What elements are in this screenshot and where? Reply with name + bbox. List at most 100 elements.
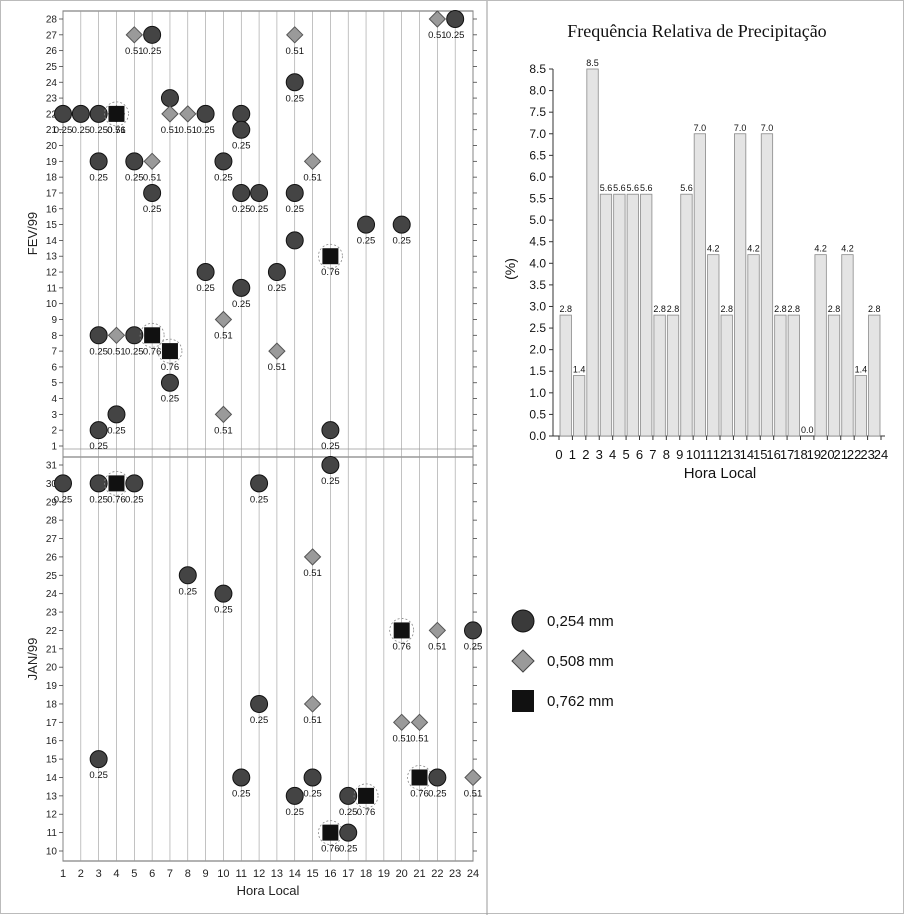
point-label: 0.25 xyxy=(339,807,358,818)
point-label: 0.25 xyxy=(89,494,108,505)
x-tick-label: 0 xyxy=(555,447,562,462)
point-diamond xyxy=(286,26,304,44)
x-tick-label: 7 xyxy=(649,447,656,462)
point-halo xyxy=(139,322,165,348)
point-diamond xyxy=(125,26,144,44)
point-label: 0.51 xyxy=(428,30,447,41)
bar-data-label: 2.8 xyxy=(720,304,733,314)
y-tick-label: 19 xyxy=(46,157,58,168)
point-label: 0.76 xyxy=(357,807,376,818)
x-tick-label: 16 xyxy=(766,447,780,462)
bar xyxy=(841,254,854,437)
x-tick-label: 11 xyxy=(236,868,247,880)
bar-data-label: 2.8 xyxy=(788,304,801,314)
x-tick-label: 12 xyxy=(253,868,265,880)
y-tick-label: 28 xyxy=(46,516,58,527)
point-circle xyxy=(250,694,269,713)
point-label: 0.25 xyxy=(232,204,251,215)
point-circle xyxy=(214,152,233,171)
y-tick-label: 2.0 xyxy=(529,343,546,357)
legend-label: 0,762 mm xyxy=(547,692,614,710)
bar-data-label: 4.2 xyxy=(814,244,827,254)
bar xyxy=(720,314,733,437)
y-tick-label: 4.0 xyxy=(529,256,546,270)
bar-data-label: 5.6 xyxy=(680,183,693,193)
bar-data-label: 2.8 xyxy=(828,304,841,314)
point-label: 0.25 xyxy=(107,425,126,436)
bar-data-label: 2.8 xyxy=(559,304,572,314)
y-tick-label: 3 xyxy=(51,410,57,421)
point-label: 0.25 xyxy=(196,125,215,136)
bar-data-label: 2.8 xyxy=(774,304,787,314)
point-label: 0.25 xyxy=(161,394,180,405)
point-circle xyxy=(446,10,465,28)
bar-data-label: 1.4 xyxy=(573,365,586,375)
point-label: 0.25 xyxy=(89,125,108,136)
point-halo xyxy=(389,618,415,643)
bar xyxy=(573,375,586,437)
point-circle xyxy=(321,456,340,474)
y-tick-label: 8 xyxy=(51,331,57,342)
x-tick-label: 16 xyxy=(324,868,336,880)
y-tick-label: 7.5 xyxy=(529,105,546,119)
circle-icon xyxy=(507,605,539,637)
bar-data-label: 1.4 xyxy=(855,365,868,375)
y-tick-label: 19 xyxy=(46,681,58,692)
point-diamond xyxy=(303,152,322,171)
point-diamond xyxy=(303,548,322,566)
point-circle xyxy=(428,768,447,787)
bar-data-label: 4.2 xyxy=(841,244,854,254)
x-tick-label: 22 xyxy=(847,447,861,462)
scatter-chart: 1 2 3 4 5 6 7 8 9 10 11 12 13 14 15 16 17 18 19 20 21 22 23 24H… xyxy=(25,1,488,915)
point-circle xyxy=(160,373,179,392)
bar xyxy=(666,314,680,437)
point-circle xyxy=(250,183,269,202)
point-circle xyxy=(232,768,251,787)
point-diamond xyxy=(392,713,411,732)
bar-data-label: 2.8 xyxy=(667,304,680,314)
bar xyxy=(814,254,827,437)
y-tick-label: 10 xyxy=(46,847,58,858)
point-diamond xyxy=(214,405,233,424)
point-label: 0.25 xyxy=(446,30,465,41)
point-circle xyxy=(143,183,162,202)
point-halo xyxy=(353,783,379,809)
point-label: 0.25 xyxy=(321,441,340,452)
point-label: 0.76 xyxy=(321,267,340,278)
y-tick-label: 6 xyxy=(51,362,57,373)
point-label: 0.25 xyxy=(250,715,269,726)
x-axis-label: Hora Local xyxy=(237,883,300,898)
y-tick-label: 11 xyxy=(47,283,58,294)
bar-data-label: 5.6 xyxy=(600,183,613,193)
y-tick-label: 16 xyxy=(46,736,58,747)
x-tick-label: 13 xyxy=(271,868,283,880)
x-tick-label: 17 xyxy=(342,868,354,880)
y-tick-label: 11 xyxy=(47,828,58,839)
point-label: 0.25 xyxy=(89,346,108,357)
point-label: 0.51 xyxy=(428,641,447,652)
point-halo xyxy=(157,338,183,364)
point-label: 0.51 xyxy=(410,733,429,744)
point-label: 0.25 xyxy=(232,788,251,799)
point-label: 0.76 xyxy=(410,788,429,799)
point-circle xyxy=(250,474,269,493)
square-icon xyxy=(507,685,539,717)
bar xyxy=(854,375,867,437)
point-label: 0.25 xyxy=(196,283,215,294)
point-label: 0.25 xyxy=(321,476,340,487)
y-tick-label: 8.0 xyxy=(529,84,546,98)
x-tick-label: 3 xyxy=(96,868,102,880)
point-circle xyxy=(267,263,286,282)
y-tick-label: 27 xyxy=(46,534,58,545)
point-square xyxy=(108,105,125,122)
point-label: 0.25 xyxy=(125,172,144,183)
point-diamond xyxy=(143,152,161,171)
x-tick-label: 19 xyxy=(378,868,390,880)
bar-data-label: 5.6 xyxy=(627,183,640,193)
point-label: 0.25 xyxy=(89,770,108,781)
x-tick-label: 15 xyxy=(753,447,767,462)
y-tick-label: 25 xyxy=(46,62,58,73)
point-label: 0.25 xyxy=(214,172,233,183)
legend: 0,254 mm 0,508 mm 0,762 mm xyxy=(507,601,727,721)
y-tick-label: 6.5 xyxy=(529,148,546,162)
